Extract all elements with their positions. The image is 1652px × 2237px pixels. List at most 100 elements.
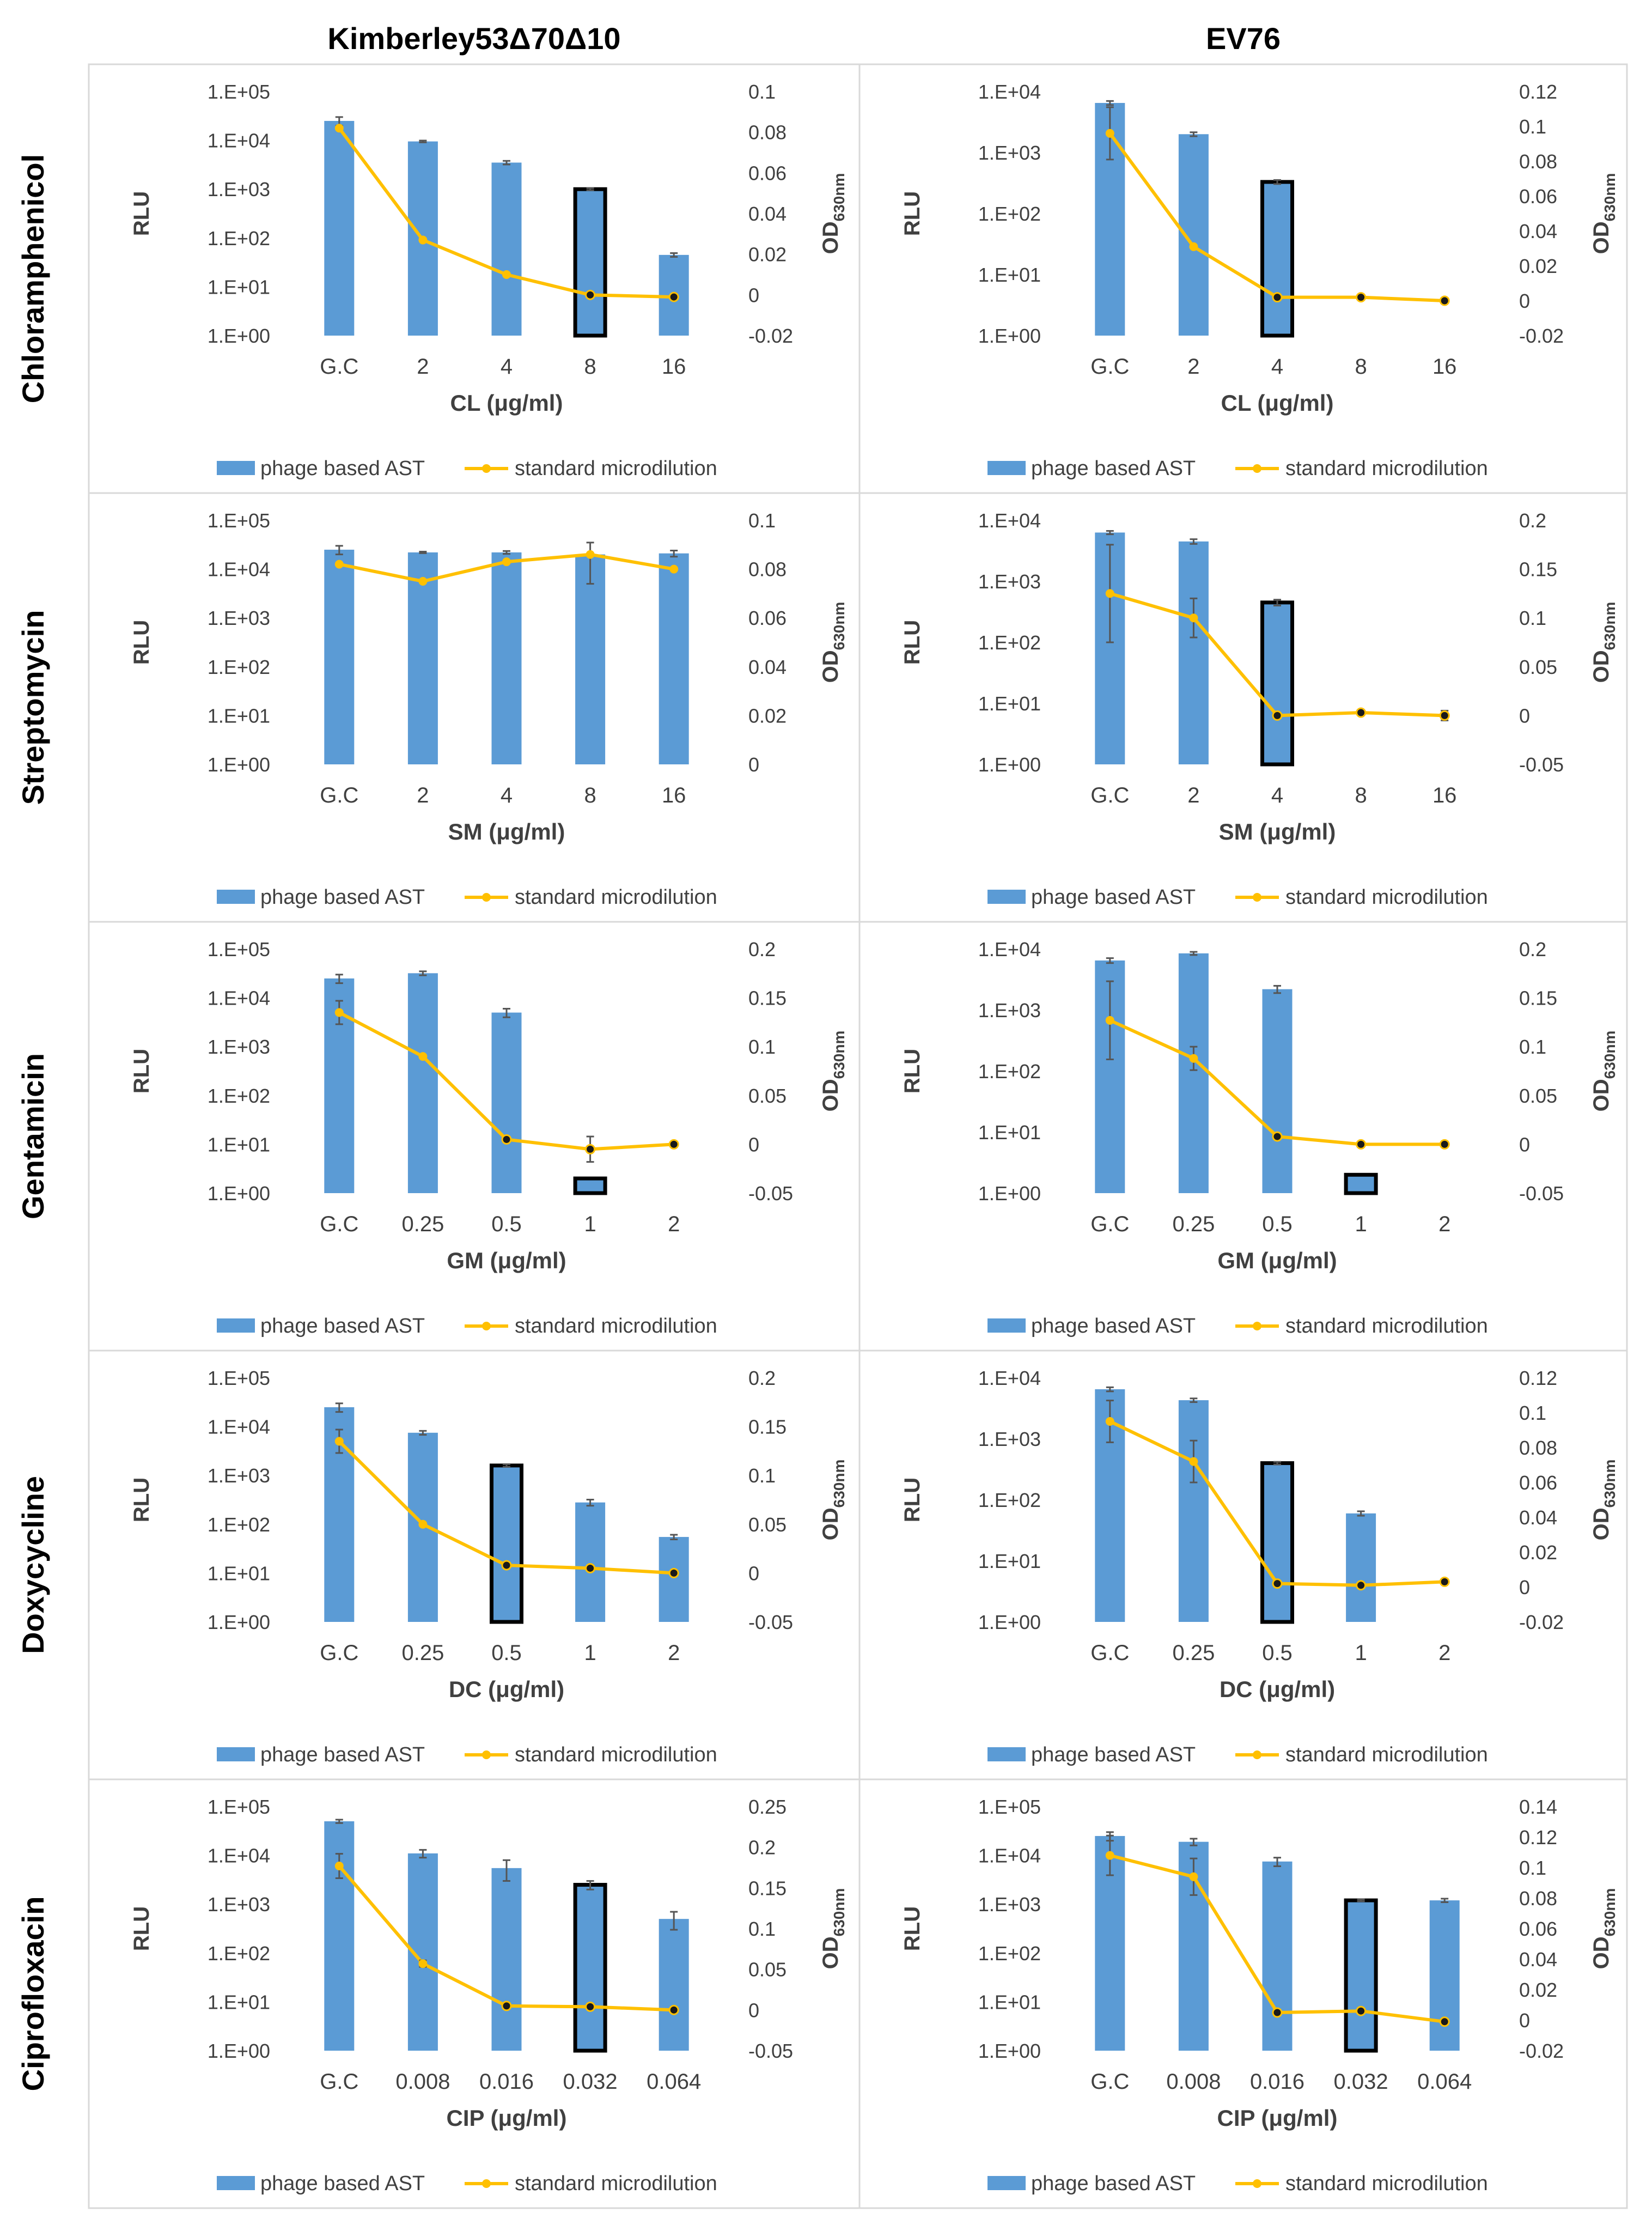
y2-tick-label: 0.04 xyxy=(1519,1506,1557,1529)
bar xyxy=(1260,1461,1294,1624)
y2-axis-label: OD630nm xyxy=(1589,1888,1618,1969)
x-tick-label: G.C xyxy=(320,2070,358,2094)
x-tick-label: 2 xyxy=(1438,1212,1450,1236)
y2-tick-label: 0.02 xyxy=(1519,255,1557,277)
series-point xyxy=(334,1008,344,1017)
x-axis-label: CIP (μg/ml) xyxy=(447,2105,567,2131)
series-point xyxy=(1105,1851,1114,1860)
y-tick-label: 1.E+01 xyxy=(208,704,270,727)
legend-swatch-marker xyxy=(1253,1750,1261,1759)
x-tick-label: G.C xyxy=(1090,783,1129,807)
bar xyxy=(659,553,689,764)
y-axis-label: RLU xyxy=(900,1906,924,1951)
x-tick-label: 0.008 xyxy=(1166,2070,1221,2094)
bar xyxy=(1429,1900,1460,2051)
y2-tick-label: 0.15 xyxy=(748,1877,787,1899)
y-tick-label: 1.E+03 xyxy=(978,142,1041,164)
series-point xyxy=(668,291,679,302)
legend-label-bar: phage based AST xyxy=(260,457,425,480)
x-tick-label: 4 xyxy=(1271,355,1283,379)
series-point xyxy=(502,557,511,567)
series-point xyxy=(1439,710,1450,721)
bar xyxy=(324,120,355,336)
legend-swatch-bar xyxy=(217,461,255,475)
chart-panel: 1.E+00 1.E+01 1.E+02 1.E+03 1.E+04 -0.05 0 0.05… xyxy=(900,938,1618,1338)
row-title: Doxycycline xyxy=(16,1476,50,1654)
column-title: Kimberley53Δ70Δ10 xyxy=(327,21,620,56)
y-tick-label: 1.E+02 xyxy=(208,1942,270,1965)
x-axis-label: CIP (μg/ml) xyxy=(1217,2105,1338,2131)
series-point xyxy=(1189,1872,1198,1881)
y2-tick-label: 0.2 xyxy=(1519,938,1546,961)
y2-axis-label: OD630nm xyxy=(819,173,848,254)
y-tick-label: 1.E+04 xyxy=(978,1845,1041,1867)
legend-label-line: standard microdilution xyxy=(515,457,717,480)
y2-tick-label: 0.05 xyxy=(748,1085,787,1107)
y-axis-label: RLU xyxy=(130,1049,154,1093)
y-axis-label: RLU xyxy=(130,191,154,236)
series-point xyxy=(334,1862,344,1871)
y2-tick-label: -0.05 xyxy=(748,1182,793,1205)
y2-tick-label: 0.1 xyxy=(748,1918,776,1940)
y2-tick-label: 0 xyxy=(1519,1576,1530,1598)
legend-swatch-marker xyxy=(1253,2179,1261,2188)
x-tick-label: G.C xyxy=(1090,1641,1129,1665)
legend-label-line: standard microdilution xyxy=(1285,457,1488,480)
y2-tick-label: 0.2 xyxy=(748,938,776,961)
legend-label-line: standard microdilution xyxy=(515,886,717,909)
y2-tick-label: 0.15 xyxy=(1519,987,1557,1010)
bar xyxy=(573,187,607,338)
x-tick-label: 4 xyxy=(1271,783,1283,807)
legend-swatch-bar xyxy=(987,2176,1026,2190)
legend-swatch-marker xyxy=(1253,464,1261,473)
y-tick-label: 1.E+03 xyxy=(208,178,270,200)
series-point xyxy=(418,577,428,586)
series-point xyxy=(1105,1016,1114,1025)
legend-label-line: standard microdilution xyxy=(515,1743,717,1766)
y2-tick-label: 0 xyxy=(748,284,759,306)
legend-swatch-marker xyxy=(482,464,491,473)
x-tick-label: 0.25 xyxy=(1172,1212,1215,1236)
y-tick-label: 1.E+00 xyxy=(978,2040,1041,2062)
row-title: Streptomycin xyxy=(16,610,50,805)
y2-tick-label: 0.04 xyxy=(748,203,787,225)
chart-panel: 1.E+00 1.E+01 1.E+02 1.E+03 1.E+04 1.E+05 -0.0… xyxy=(130,1796,848,2195)
y-tick-label: 1.E+01 xyxy=(208,276,270,298)
legend-label-bar: phage based AST xyxy=(260,2172,425,2195)
row-title: Chloramphenicol xyxy=(16,154,50,403)
panel-border xyxy=(88,1350,861,1780)
x-tick-label: 0.032 xyxy=(563,2070,618,2094)
y-tick-label: 1.E+01 xyxy=(978,1121,1041,1144)
x-tick-label: 0.5 xyxy=(1262,1641,1293,1665)
row-title: Ciprofloxacin xyxy=(16,1896,50,2092)
y-tick-label: 1.E+02 xyxy=(978,1060,1041,1083)
y-tick-label: 1.E+01 xyxy=(208,1562,270,1584)
y2-tick-label: 0.06 xyxy=(748,607,787,629)
y2-tick-label: 0 xyxy=(1519,2009,1530,2032)
y2-tick-label: 0.08 xyxy=(1519,1437,1557,1459)
x-axis-label: DC (μg/ml) xyxy=(449,1676,564,1702)
x-tick-label: 0.25 xyxy=(401,1212,444,1236)
series-point xyxy=(334,1437,344,1446)
row-title: Gentamicin xyxy=(16,1053,50,1219)
legend-label-bar: phage based AST xyxy=(1031,457,1196,480)
legend-swatch-bar xyxy=(987,1318,1026,1333)
bar xyxy=(1344,1172,1378,1195)
x-axis-label: GM (μg/ml) xyxy=(1217,1248,1337,1273)
y-tick-label: 1.E+02 xyxy=(208,227,270,250)
y2-tick-label: -0.02 xyxy=(1519,1611,1564,1633)
x-tick-label: G.C xyxy=(320,1641,358,1665)
y2-tick-label: -0.05 xyxy=(748,1611,793,1633)
series-point xyxy=(1272,292,1283,303)
y-axis-label: RLU xyxy=(900,191,924,236)
bar xyxy=(491,1012,522,1193)
bar xyxy=(407,552,438,764)
y2-tick-label: 0.15 xyxy=(1519,558,1557,581)
x-axis-label: GM (μg/ml) xyxy=(447,1248,566,1273)
y-tick-label: 1.E+01 xyxy=(978,264,1041,286)
y-tick-label: 1.E+01 xyxy=(978,692,1041,715)
x-axis-label: SM (μg/ml) xyxy=(1219,819,1336,844)
legend-label-bar: phage based AST xyxy=(1031,886,1196,909)
y-tick-label: 1.E+04 xyxy=(208,1845,270,1867)
series-point xyxy=(668,1567,679,1578)
